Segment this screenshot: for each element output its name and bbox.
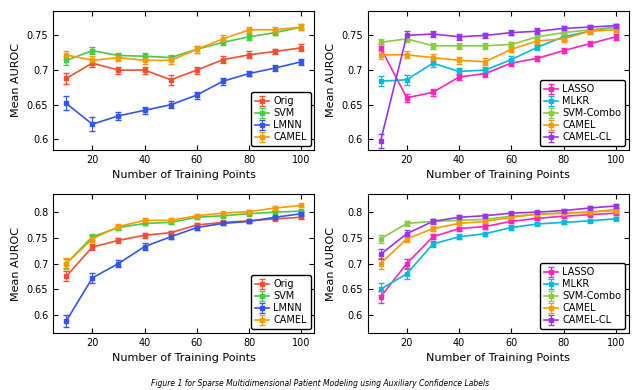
Y-axis label: Mean AUROC: Mean AUROC [326, 227, 335, 301]
Legend: LASSO, MLKR, SVM-Combo, CAMEL, CAMEL-CL: LASSO, MLKR, SVM-Combo, CAMEL, CAMEL-CL [540, 263, 625, 329]
X-axis label: Number of Training Points: Number of Training Points [112, 170, 256, 180]
X-axis label: Number of Training Points: Number of Training Points [426, 170, 570, 180]
Y-axis label: Mean AUROC: Mean AUROC [11, 227, 21, 301]
X-axis label: Number of Training Points: Number of Training Points [426, 353, 570, 363]
X-axis label: Number of Training Points: Number of Training Points [112, 353, 256, 363]
Legend: LASSO, MLKR, SVM-Combo, CAMEL, CAMEL-CL: LASSO, MLKR, SVM-Combo, CAMEL, CAMEL-CL [540, 80, 625, 146]
Y-axis label: Mean AUROC: Mean AUROC [326, 43, 335, 117]
Y-axis label: Mean AUROC: Mean AUROC [11, 43, 21, 117]
Legend: Orig, SVM, LMNN, CAMEL: Orig, SVM, LMNN, CAMEL [251, 92, 310, 146]
Text: Figure 1 for Sparse Multidimensional Patient Modeling using Auxiliary Confidence: Figure 1 for Sparse Multidimensional Pat… [151, 379, 489, 388]
Legend: Orig, SVM, LMNN, CAMEL: Orig, SVM, LMNN, CAMEL [251, 275, 310, 329]
